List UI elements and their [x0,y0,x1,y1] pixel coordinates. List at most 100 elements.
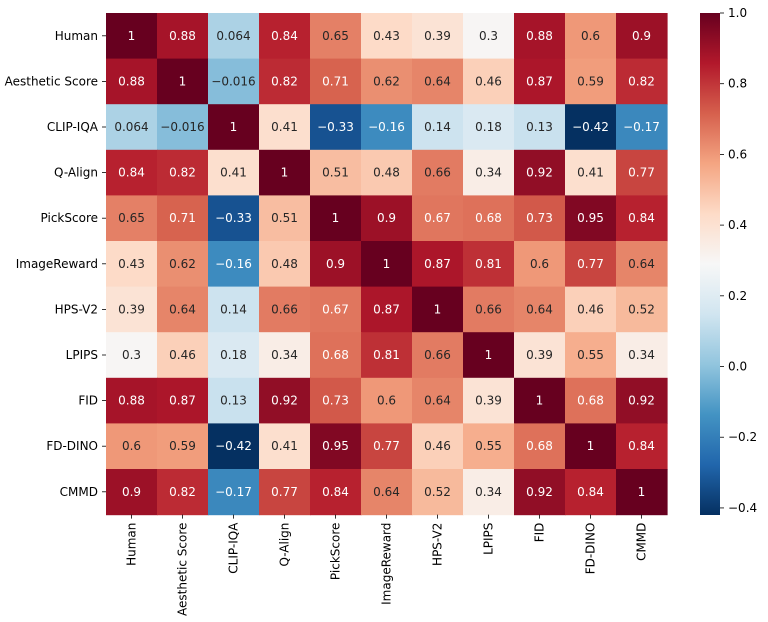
cell-value-label: 0.77 [628,166,655,180]
cell-value-label: 0.82 [628,74,655,88]
heatmap-cell [208,241,260,288]
heatmap-cell [310,469,362,516]
cell-value-label: 0.064 [114,120,148,134]
heatmap-cell [565,469,617,516]
heatmap-cell [514,423,566,470]
heatmap-cell [361,104,413,151]
heatmap-cell [463,241,515,288]
cell-value-label: 0.88 [526,29,553,43]
column-label: Human [125,523,139,566]
column-label: FD-DINO [584,523,598,575]
heatmap-cell [412,149,464,196]
heatmap-cell [463,469,515,516]
row-label: Q-Align [54,166,98,180]
heatmap-cell [106,195,158,242]
cell-value-label: 0.82 [169,166,196,180]
cell-value-label: 0.82 [169,485,196,499]
cell-value-label: 0.34 [271,348,298,362]
heatmap-cell [616,469,668,516]
heatmap-cell [106,286,158,333]
cell-value-label: 0.71 [322,74,349,88]
cell-value-label: 0.13 [526,120,553,134]
cell-value-label: 0.43 [373,29,400,43]
row-label: PickScore [41,211,98,225]
heatmap-cell [106,423,158,470]
cell-value-label: 0.14 [220,302,247,316]
column-label: ImageReward [380,523,394,605]
heatmap-cell [463,104,515,151]
cell-value-label: 0.64 [526,302,553,316]
cell-value-label: 1 [434,302,442,316]
cell-value-label: 0.68 [475,211,502,225]
cell-value-label: 0.6 [530,257,549,271]
cell-value-label: 0.77 [577,257,604,271]
cell-value-label: 0.73 [526,211,553,225]
heatmap-cell [514,58,566,105]
heatmap-cell [616,423,668,470]
cell-value-label: 0.92 [526,485,553,499]
colorbar-tick-label: 0.2 [728,289,747,303]
cell-value-label: 0.64 [424,74,451,88]
column-label: PickScore [329,523,343,580]
cell-value-label: 0.87 [526,74,553,88]
cell-value-label: 0.3 [479,29,498,43]
heatmap-cell [565,423,617,470]
cell-value-label: 0.81 [475,257,502,271]
cell-value-label: 0.51 [271,211,298,225]
cell-value-label: 0.62 [373,74,400,88]
heatmap-cell [310,149,362,196]
heatmap-cell [514,13,566,60]
cell-value-label: −0.16 [215,257,252,271]
cell-value-label: 0.9 [122,485,141,499]
heatmap-cell [310,241,362,288]
heatmap-cell [259,13,311,60]
cell-value-label: 0.41 [271,120,298,134]
cell-value-label: 0.87 [169,394,196,408]
heatmap-cell [106,469,158,516]
cell-value-label: 0.92 [271,394,298,408]
heatmap-cell [208,286,260,333]
colorbar: 1.0 0.8 0.6 0.4 0.2 0.0 −0.2 −0.4 [700,6,757,515]
heatmap-cell [361,58,413,105]
heatmap-cell [463,423,515,470]
heatmap-cell [310,332,362,379]
cell-value-label: 0.46 [475,74,502,88]
cell-value-label: 0.81 [373,348,400,362]
heatmap-cell [259,241,311,288]
cell-value-label: 0.67 [322,302,349,316]
heatmap-cell [310,377,362,424]
cell-value-label: 0.9 [377,211,396,225]
heatmap-cell [208,149,260,196]
row-label: CLIP-IQA [47,120,99,134]
heatmap-cell [616,149,668,196]
heatmap-cell [514,377,566,424]
cell-value-label: 0.95 [577,211,604,225]
cell-value-label: 0.66 [424,348,451,362]
heatmap-cell [208,195,260,242]
row-label: Human [55,29,98,43]
row-label: FID [78,394,98,408]
cell-value-label: 0.51 [322,166,349,180]
heatmap-cell [514,286,566,333]
heatmap-cell [157,423,209,470]
heatmap-cell [208,13,260,60]
cell-value-label: 0.64 [628,257,655,271]
heatmap-cell [361,195,413,242]
colorbar-tick-label: 1.0 [728,6,747,20]
cell-value-label: 0.92 [526,166,553,180]
heatmap-cell [157,58,209,105]
cell-value-label: 0.87 [373,302,400,316]
cell-value-label: 0.6 [122,439,141,453]
heatmap-cell [463,377,515,424]
cell-value-label: 1 [485,348,493,362]
heatmap-cell [616,332,668,379]
heatmap-cell [565,241,617,288]
heatmap-cell [208,104,260,151]
heatmap-cell [259,58,311,105]
heatmap-cell [259,469,311,516]
heatmap-cell [514,241,566,288]
column-label: FID [533,523,547,543]
heatmap-cell [361,241,413,288]
cell-value-label: 0.13 [220,394,247,408]
heatmap-cell [310,13,362,60]
